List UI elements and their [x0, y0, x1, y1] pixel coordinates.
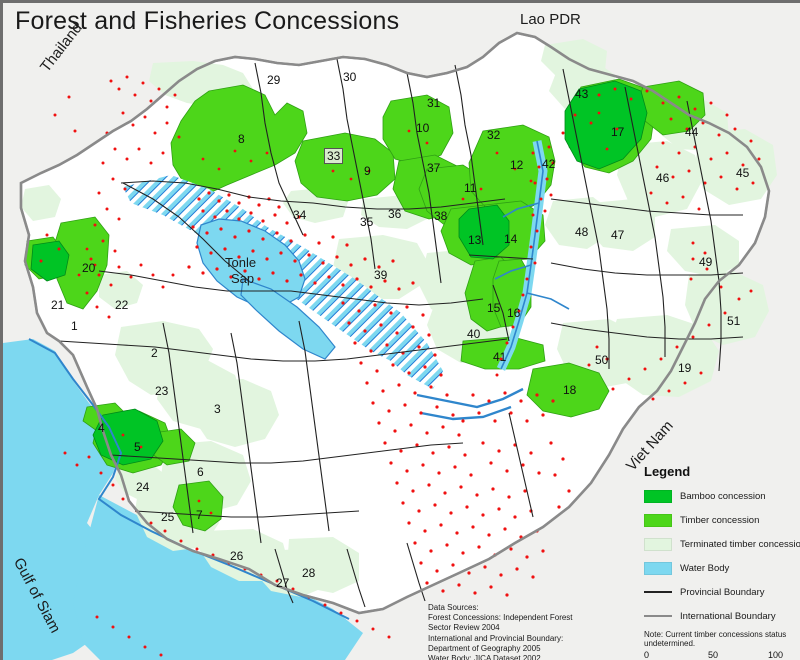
scale-tick-100: 100 [768, 650, 784, 660]
scale-tick-50: 50 [708, 650, 719, 660]
province-number-14: 14 [504, 232, 518, 246]
province-number-20: 20 [82, 261, 96, 275]
province-number-36: 36 [388, 207, 402, 221]
province-number-12: 12 [510, 158, 524, 172]
legend-swatch-2 [644, 537, 672, 551]
provincial-boundaries [58, 58, 744, 608]
province-number-21: 21 [51, 298, 65, 312]
legend-title: Legend [644, 464, 691, 479]
province-number-8: 8 [238, 132, 245, 146]
province-number-25: 25 [161, 510, 175, 524]
legend-label-3: Water Body [680, 562, 730, 574]
map-title: Forest and Fisheries Concessions [15, 7, 400, 35]
legend-note: Note: Current timber concessions status … [644, 630, 787, 649]
scale-bar-widget: 0 50 100 Kilometers [644, 650, 786, 660]
province-number-26: 26 [230, 549, 244, 563]
province-number-42: 42 [542, 157, 556, 171]
province-number-6: 6 [197, 465, 204, 479]
province-number-16: 16 [507, 306, 521, 320]
province-number-2: 2 [151, 346, 158, 360]
legend-row-3: Water Body [644, 558, 796, 578]
scale-tick-labels: 0 50 100 [644, 650, 786, 660]
map-graphics [3, 3, 800, 660]
province-number-35: 35 [360, 215, 374, 229]
legend-swatch-1 [644, 513, 672, 527]
legend-label-1: Timber concession [680, 514, 760, 526]
province-number-7: 7 [196, 508, 203, 522]
water-label-tonle-sap-line1: Tonle [225, 255, 257, 270]
province-number-47: 47 [611, 228, 625, 242]
province-number-38: 38 [434, 209, 448, 223]
province-number-51: 51 [727, 314, 741, 328]
country-label-lao-pdr: Lao PDR [520, 11, 581, 28]
province-number-18: 18 [563, 383, 577, 397]
legend-row-4: Provincial Boundary [644, 582, 796, 602]
province-number-46: 46 [656, 171, 670, 185]
province-number-1: 1 [71, 319, 78, 333]
legend-rows: Bamboo concession Timber concession Termin… [644, 486, 800, 626]
legend-swatch-0 [644, 489, 672, 503]
province-number-9: 9 [364, 164, 371, 178]
province-number-33: 33 [324, 148, 344, 164]
legend-label-4: Provincial Boundary [680, 586, 765, 598]
legend-row-1: Timber concession [644, 510, 796, 530]
data-sources-text: Data Sources: Forest Concessions: Indepe… [428, 603, 573, 660]
legend-panel: Legend Bamboo concession Timber concessio… [644, 464, 800, 660]
province-number-30: 30 [343, 70, 357, 84]
province-number-43: 43 [575, 87, 589, 101]
province-number-11: 11 [464, 181, 477, 195]
legend-label-2: Terminated timber concession [680, 538, 800, 550]
province-number-13: 13 [468, 233, 482, 247]
province-number-31: 31 [427, 96, 441, 110]
gulf-south-water [73, 495, 363, 660]
province-number-3: 3 [214, 402, 221, 416]
province-number-40: 40 [467, 327, 481, 341]
legend-line-4 [644, 591, 672, 593]
province-number-49: 49 [699, 255, 713, 269]
province-number-32: 32 [487, 128, 501, 142]
international-boundaries [19, 31, 771, 615]
legend-label-5: International Boundary [680, 610, 776, 622]
province-number-22: 22 [115, 298, 129, 312]
province-number-44: 44 [685, 125, 699, 139]
province-number-37: 37 [427, 161, 441, 175]
water-bodies [28, 140, 570, 620]
province-number-45: 45 [736, 166, 750, 180]
province-number-15: 15 [487, 301, 501, 315]
province-number-5: 5 [134, 440, 141, 454]
scale-tick-0: 0 [644, 650, 650, 660]
province-number-27: 27 [276, 576, 290, 590]
fishing-lot-points [39, 75, 761, 657]
legend-swatch-3 [644, 561, 672, 575]
province-number-23: 23 [155, 384, 169, 398]
legend-label-0: Bamboo concession [680, 490, 766, 502]
province-number-19: 19 [678, 361, 692, 375]
province-number-24: 24 [136, 480, 150, 494]
legend-row-2: Terminated timber concession [644, 534, 800, 554]
legend-line-5 [644, 615, 672, 617]
water-label-tonle-sap-line2: Sap [231, 271, 255, 286]
legend-row-5: International Boundary [644, 606, 796, 626]
province-number-29: 29 [267, 73, 281, 87]
province-number-4: 4 [98, 421, 105, 435]
province-number-50: 50 [595, 353, 609, 367]
province-number-41: 41 [493, 350, 507, 364]
legend-row-0: Bamboo concession [644, 486, 796, 506]
province-number-28: 28 [302, 566, 316, 580]
province-number-34: 34 [293, 208, 307, 222]
province-number-39: 39 [374, 268, 388, 282]
province-number-17: 17 [611, 125, 625, 139]
province-number-48: 48 [575, 225, 589, 239]
province-number-10: 10 [416, 121, 430, 135]
